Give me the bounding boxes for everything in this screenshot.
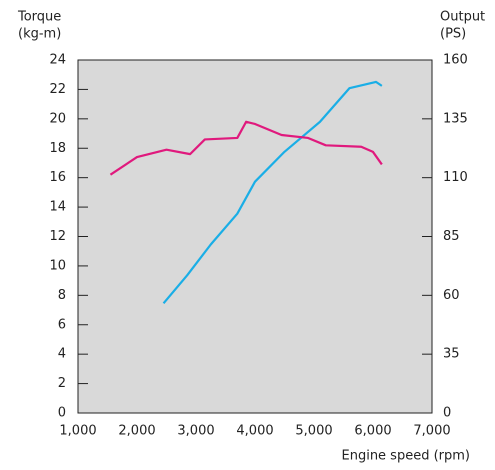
y2-tick-label: 110 <box>443 170 468 185</box>
x-tick-label: 2,000 <box>118 424 155 439</box>
series-line <box>109 120 383 176</box>
y-tick-label: 10 <box>49 258 66 273</box>
x-tick-label: 5,000 <box>295 424 332 439</box>
x-axis-label: Engine speed (rpm) <box>342 449 471 464</box>
y-tick-label: 22 <box>49 82 66 97</box>
x-tick-label: 6,000 <box>354 424 391 439</box>
x-tick-label: 7,000 <box>413 424 450 439</box>
x-tick-label: 1,000 <box>59 424 96 439</box>
y-tick-label: 18 <box>49 141 66 156</box>
y2-tick-label: 0 <box>443 406 451 421</box>
y-tick-label: 16 <box>49 170 66 185</box>
y2-axis-label: (PS) <box>440 27 466 42</box>
y-tick-label: 14 <box>49 200 66 215</box>
y2-tick-label: 35 <box>443 347 460 362</box>
y-axis-label: (kg-m) <box>18 27 61 42</box>
y-tick-label: 4 <box>58 347 66 362</box>
series-line <box>162 80 383 305</box>
y2-tick-label: 160 <box>443 53 468 68</box>
y2-tick-label: 135 <box>443 111 468 126</box>
y-axis-label: Torque <box>17 10 61 25</box>
y2-axis-label: Output <box>440 10 485 25</box>
y2-tick-label: 60 <box>443 288 460 303</box>
y-tick-label: 0 <box>58 406 66 421</box>
y-tick-label: 2 <box>58 376 66 391</box>
x-tick-label: 3,000 <box>177 424 214 439</box>
plot-area <box>77 59 433 414</box>
x-tick-label: 4,000 <box>236 424 273 439</box>
y-tick-label: 6 <box>58 317 66 332</box>
y2-tick-label: 85 <box>443 229 460 244</box>
y-tick-label: 12 <box>49 229 66 244</box>
y-tick-label: 20 <box>49 111 66 126</box>
y-tick-label: 8 <box>58 288 66 303</box>
y-tick-label: 24 <box>49 53 66 68</box>
